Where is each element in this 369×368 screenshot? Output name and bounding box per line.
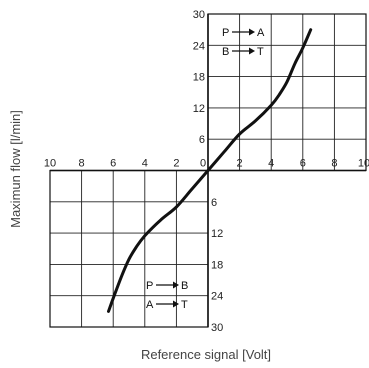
x-tick-label: 4 — [142, 158, 148, 170]
legend-from: B — [222, 46, 229, 58]
legend-to: T — [257, 46, 264, 58]
legend-bottom-left: P B A T — [146, 280, 188, 311]
y-tick-label: 24 — [211, 291, 223, 303]
series-line-0 — [107, 28, 313, 313]
y-tick-label: 18 — [211, 259, 223, 271]
y-tick-label: 6 — [199, 134, 205, 146]
legend-from: P — [222, 27, 229, 39]
x-tick-label: 8 — [331, 158, 337, 170]
legend-to: B — [181, 280, 188, 292]
x-axis-label: Reference signal [Volt] — [141, 347, 271, 362]
x-tick-label: 0 — [200, 158, 206, 170]
y-tick-label: 6 — [211, 197, 217, 209]
y-tick-label: 18 — [193, 72, 205, 84]
x-tick-label: 10 — [358, 158, 369, 170]
y-tick-label: 30 — [193, 9, 205, 21]
legend-to: T — [181, 299, 188, 311]
legend-arrow-head — [249, 47, 255, 55]
x-tick-label: 6 — [300, 158, 306, 170]
legend-arrow-head — [173, 300, 179, 308]
x-tick-label: 6 — [110, 158, 116, 170]
legend-from: A — [146, 299, 154, 311]
y-tick-label: 24 — [193, 40, 205, 52]
x-tick-label: 8 — [79, 158, 85, 170]
x-tick-label: 10 — [44, 158, 56, 170]
y-tick-label: 12 — [193, 103, 205, 115]
y-tick-label: 12 — [211, 228, 223, 240]
legend-arrow-head — [173, 281, 179, 289]
legends: P AB TP BA T — [146, 27, 265, 311]
series-layer — [107, 28, 313, 313]
legend-from: P — [146, 280, 153, 292]
x-tick-label: 4 — [268, 158, 274, 170]
y-tick-label: 30 — [211, 322, 223, 334]
legend-to: A — [257, 27, 265, 39]
y-axis-label: Maximun flow [l/min] — [8, 110, 23, 228]
legend-arrow-head — [249, 28, 255, 36]
x-tick-label: 2 — [237, 158, 243, 170]
legend-top-right: P A B T — [222, 27, 265, 58]
x-tick-label: 2 — [173, 158, 179, 170]
quadrant-frame-top-right — [207, 13, 367, 172]
